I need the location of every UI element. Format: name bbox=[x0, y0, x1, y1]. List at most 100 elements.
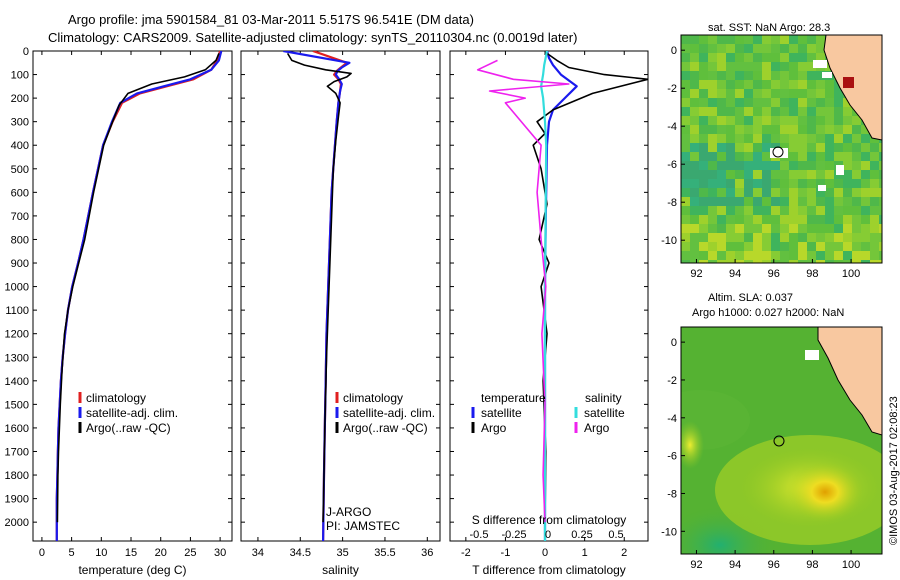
map-x-tick-label: 94 bbox=[729, 268, 741, 280]
sst-cell bbox=[798, 152, 807, 161]
sst-cell bbox=[726, 179, 735, 188]
sst-cell bbox=[807, 125, 816, 134]
sst-cell bbox=[789, 260, 798, 263]
sst-cell bbox=[699, 107, 708, 116]
sst-cell bbox=[780, 206, 789, 215]
sst-cell bbox=[825, 260, 834, 263]
sst-cell bbox=[789, 125, 798, 134]
sst-cell bbox=[789, 134, 798, 143]
sst-cell bbox=[825, 206, 834, 215]
sst-cell bbox=[852, 188, 861, 197]
sst-cell bbox=[807, 161, 816, 170]
sst-cell bbox=[852, 206, 861, 215]
depth-tick-label: 0 bbox=[23, 46, 29, 58]
sst-cell bbox=[807, 215, 816, 224]
sst-cell bbox=[852, 260, 861, 263]
sst-cell bbox=[735, 242, 744, 251]
sst-cell bbox=[816, 224, 825, 233]
sst-cell bbox=[726, 71, 735, 80]
sst-cell bbox=[717, 143, 726, 152]
sst-cell bbox=[807, 98, 816, 107]
sst-cell bbox=[681, 116, 690, 125]
sst-cell bbox=[744, 134, 753, 143]
sst-cell bbox=[843, 206, 852, 215]
sst-cell bbox=[690, 206, 699, 215]
x-tick-label: 1 bbox=[582, 547, 588, 559]
salinity-xlabel: salinity bbox=[322, 563, 359, 577]
sst-map-field bbox=[681, 35, 882, 263]
sst-cell bbox=[816, 116, 825, 125]
legend-label: Argo bbox=[584, 421, 610, 435]
sst-cell bbox=[753, 197, 762, 206]
sst-cell bbox=[861, 188, 870, 197]
sst-cell bbox=[717, 80, 726, 89]
sst-cell bbox=[798, 233, 807, 242]
sst-cell bbox=[771, 233, 780, 242]
x-tick-label: 34 bbox=[252, 547, 264, 559]
sst-cell bbox=[690, 107, 699, 116]
sst-cell bbox=[825, 125, 834, 134]
sst-cell bbox=[807, 233, 816, 242]
map-y-tick-label: -10 bbox=[661, 526, 677, 538]
sst-cell bbox=[789, 53, 798, 62]
sst-cell bbox=[825, 197, 834, 206]
sst-cell bbox=[825, 107, 834, 116]
sst-cell bbox=[780, 134, 789, 143]
sst-cell bbox=[771, 188, 780, 197]
sst-cell bbox=[726, 134, 735, 143]
legend-header-temperature: temperature bbox=[481, 391, 546, 405]
sst-cell bbox=[744, 125, 753, 134]
sst-cell bbox=[834, 89, 843, 98]
sst-cell bbox=[843, 251, 852, 260]
sst-cell bbox=[834, 215, 843, 224]
legend-label: satellite bbox=[481, 406, 522, 420]
sst-cell bbox=[690, 35, 699, 44]
sst-cell bbox=[780, 62, 789, 71]
sst-cell bbox=[798, 116, 807, 125]
sst-cell bbox=[780, 53, 789, 62]
x-tick-label: -2 bbox=[461, 547, 471, 559]
sst-cell bbox=[771, 251, 780, 260]
sst-cell bbox=[825, 188, 834, 197]
sst-cell bbox=[780, 251, 789, 260]
sst-cell bbox=[708, 197, 717, 206]
sst-cell bbox=[699, 215, 708, 224]
sst-cell bbox=[735, 206, 744, 215]
map-y-tick-label: -6 bbox=[667, 159, 677, 171]
depth-tick-label: 900 bbox=[11, 258, 29, 270]
sst-cell bbox=[852, 197, 861, 206]
sst-cell bbox=[708, 215, 717, 224]
sst-cell bbox=[771, 71, 780, 80]
sst-cell bbox=[870, 242, 879, 251]
sst-cell bbox=[762, 44, 771, 53]
sst-cell bbox=[798, 170, 807, 179]
sst-cell bbox=[681, 215, 690, 224]
sst-cell bbox=[726, 35, 735, 44]
sst-cell bbox=[735, 62, 744, 71]
sst-cell bbox=[762, 143, 771, 152]
sst-cell bbox=[771, 179, 780, 188]
sst-cell bbox=[690, 251, 699, 260]
sst-cell bbox=[699, 251, 708, 260]
sst-cell bbox=[681, 224, 690, 233]
sst-cell bbox=[861, 125, 870, 134]
sst-cell bbox=[753, 53, 762, 62]
sst-cell bbox=[762, 224, 771, 233]
sst-cell bbox=[807, 251, 816, 260]
sst-cell bbox=[744, 89, 753, 98]
legend-label: Argo(..raw -QC) bbox=[86, 421, 171, 435]
sst-cell bbox=[843, 233, 852, 242]
sst-cell bbox=[816, 260, 825, 263]
sst-cell bbox=[726, 233, 735, 242]
sst-cell bbox=[708, 170, 717, 179]
map-x-tick-label: 96 bbox=[768, 559, 780, 571]
depth-tick-label: 800 bbox=[11, 234, 29, 246]
sst-cell bbox=[690, 215, 699, 224]
sst-cell bbox=[744, 152, 753, 161]
series-line-temperature-argo bbox=[532, 52, 648, 523]
sst-cell bbox=[762, 179, 771, 188]
sst-cell bbox=[744, 44, 753, 53]
sst-cell bbox=[798, 251, 807, 260]
sst-cell bbox=[690, 62, 699, 71]
sst-cell bbox=[825, 98, 834, 107]
